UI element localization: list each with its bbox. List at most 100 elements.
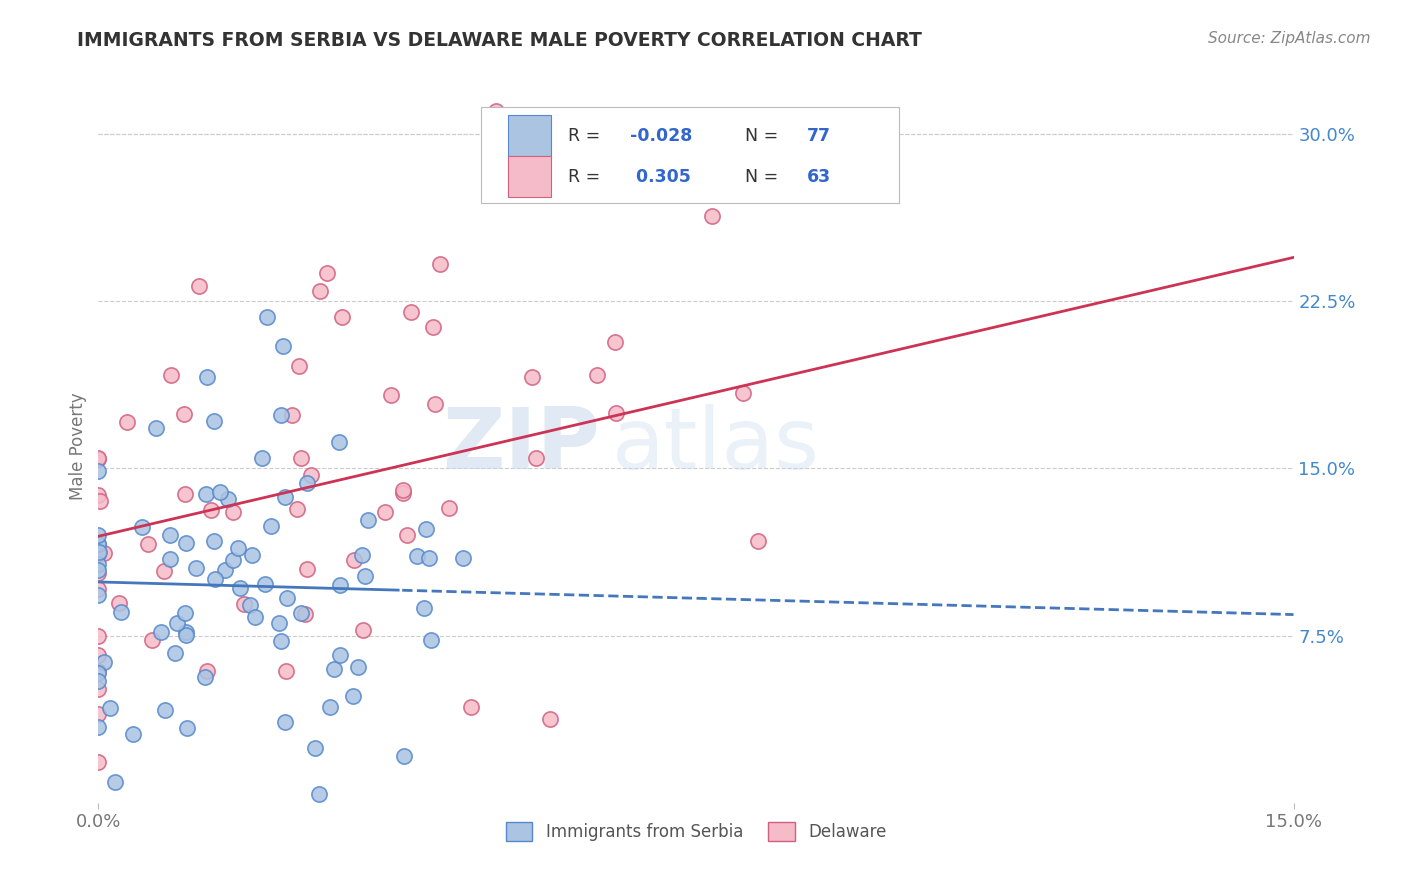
Point: [87, 545, 110, 559]
Point: [173, 606, 195, 620]
Point: [328, 435, 350, 450]
Point: [87, 755, 110, 769]
Point: [87, 673, 110, 688]
Point: [87, 563, 110, 577]
Point: [117, 415, 139, 429]
Point: [412, 600, 434, 615]
Point: [87, 536, 110, 550]
Point: [308, 284, 330, 298]
Text: 0.305: 0.305: [630, 168, 692, 186]
Point: [93, 546, 115, 560]
Text: N =: N =: [745, 127, 783, 145]
Point: [87, 566, 110, 581]
Point: [87, 543, 110, 558]
Point: [87, 665, 110, 680]
Point: [347, 659, 370, 673]
Point: [87, 681, 110, 696]
Point: [451, 550, 474, 565]
Y-axis label: Male Poverty: Male Poverty: [69, 392, 87, 500]
Text: 63: 63: [807, 168, 831, 186]
Point: [354, 568, 377, 582]
Point: [406, 549, 429, 564]
Point: [295, 561, 318, 575]
Point: [104, 775, 127, 789]
Point: [350, 548, 373, 562]
Legend: Immigrants from Serbia, Delaware: Immigrants from Serbia, Delaware: [499, 815, 893, 848]
Text: -0.028: -0.028: [630, 127, 693, 145]
Point: [399, 305, 422, 319]
Point: [166, 616, 188, 631]
Point: [204, 572, 226, 586]
Point: [194, 670, 217, 684]
Point: [295, 476, 318, 491]
Point: [202, 533, 225, 548]
Point: [270, 408, 292, 422]
Point: [243, 609, 266, 624]
Point: [160, 368, 183, 382]
Point: [173, 407, 195, 421]
Point: [422, 320, 444, 334]
Point: [524, 450, 547, 465]
Point: [110, 605, 132, 619]
Point: [329, 578, 352, 592]
Point: [131, 519, 153, 533]
Point: [141, 633, 163, 648]
Point: [290, 450, 312, 465]
Point: [87, 528, 110, 542]
Point: [217, 491, 239, 506]
Point: [87, 547, 110, 561]
Point: [586, 368, 609, 383]
Point: [93, 655, 115, 669]
Point: [271, 339, 294, 353]
Point: [87, 720, 110, 734]
Point: [392, 748, 415, 763]
Point: [285, 502, 308, 516]
Point: [274, 490, 297, 504]
Point: [270, 634, 292, 648]
Point: [87, 664, 110, 678]
Point: [87, 464, 110, 478]
Point: [290, 607, 312, 621]
Point: [195, 664, 218, 678]
Point: [195, 370, 218, 384]
Point: [281, 409, 304, 423]
Point: [733, 386, 755, 401]
Text: N =: N =: [745, 168, 783, 186]
Point: [222, 553, 245, 567]
Point: [200, 503, 222, 517]
Text: ZIP: ZIP: [443, 404, 600, 488]
Point: [322, 662, 344, 676]
Point: [194, 487, 217, 501]
Point: [603, 335, 626, 350]
Point: [98, 701, 121, 715]
Point: [174, 628, 197, 642]
Point: [87, 630, 110, 644]
Point: [301, 467, 323, 482]
Point: [159, 552, 181, 566]
Point: [176, 536, 198, 550]
Point: [226, 541, 249, 555]
Point: [89, 494, 111, 508]
Point: [87, 587, 110, 601]
Point: [202, 414, 225, 428]
Text: IMMIGRANTS FROM SERBIA VS DELAWARE MALE POVERTY CORRELATION CHART: IMMIGRANTS FROM SERBIA VS DELAWARE MALE …: [77, 31, 922, 50]
FancyBboxPatch shape: [481, 107, 900, 203]
Point: [418, 550, 440, 565]
Point: [163, 646, 186, 660]
FancyBboxPatch shape: [509, 115, 551, 156]
Point: [415, 522, 437, 536]
Point: [187, 278, 209, 293]
Point: [429, 257, 451, 271]
Point: [343, 552, 366, 566]
Text: R =: R =: [568, 168, 606, 186]
Point: [87, 582, 110, 596]
Point: [330, 310, 353, 324]
Point: [593, 173, 616, 187]
Point: [374, 505, 396, 519]
Point: [392, 486, 415, 500]
Point: [174, 625, 197, 640]
Point: [153, 564, 176, 578]
Point: [315, 266, 337, 280]
Point: [308, 788, 330, 802]
Point: [294, 607, 316, 621]
